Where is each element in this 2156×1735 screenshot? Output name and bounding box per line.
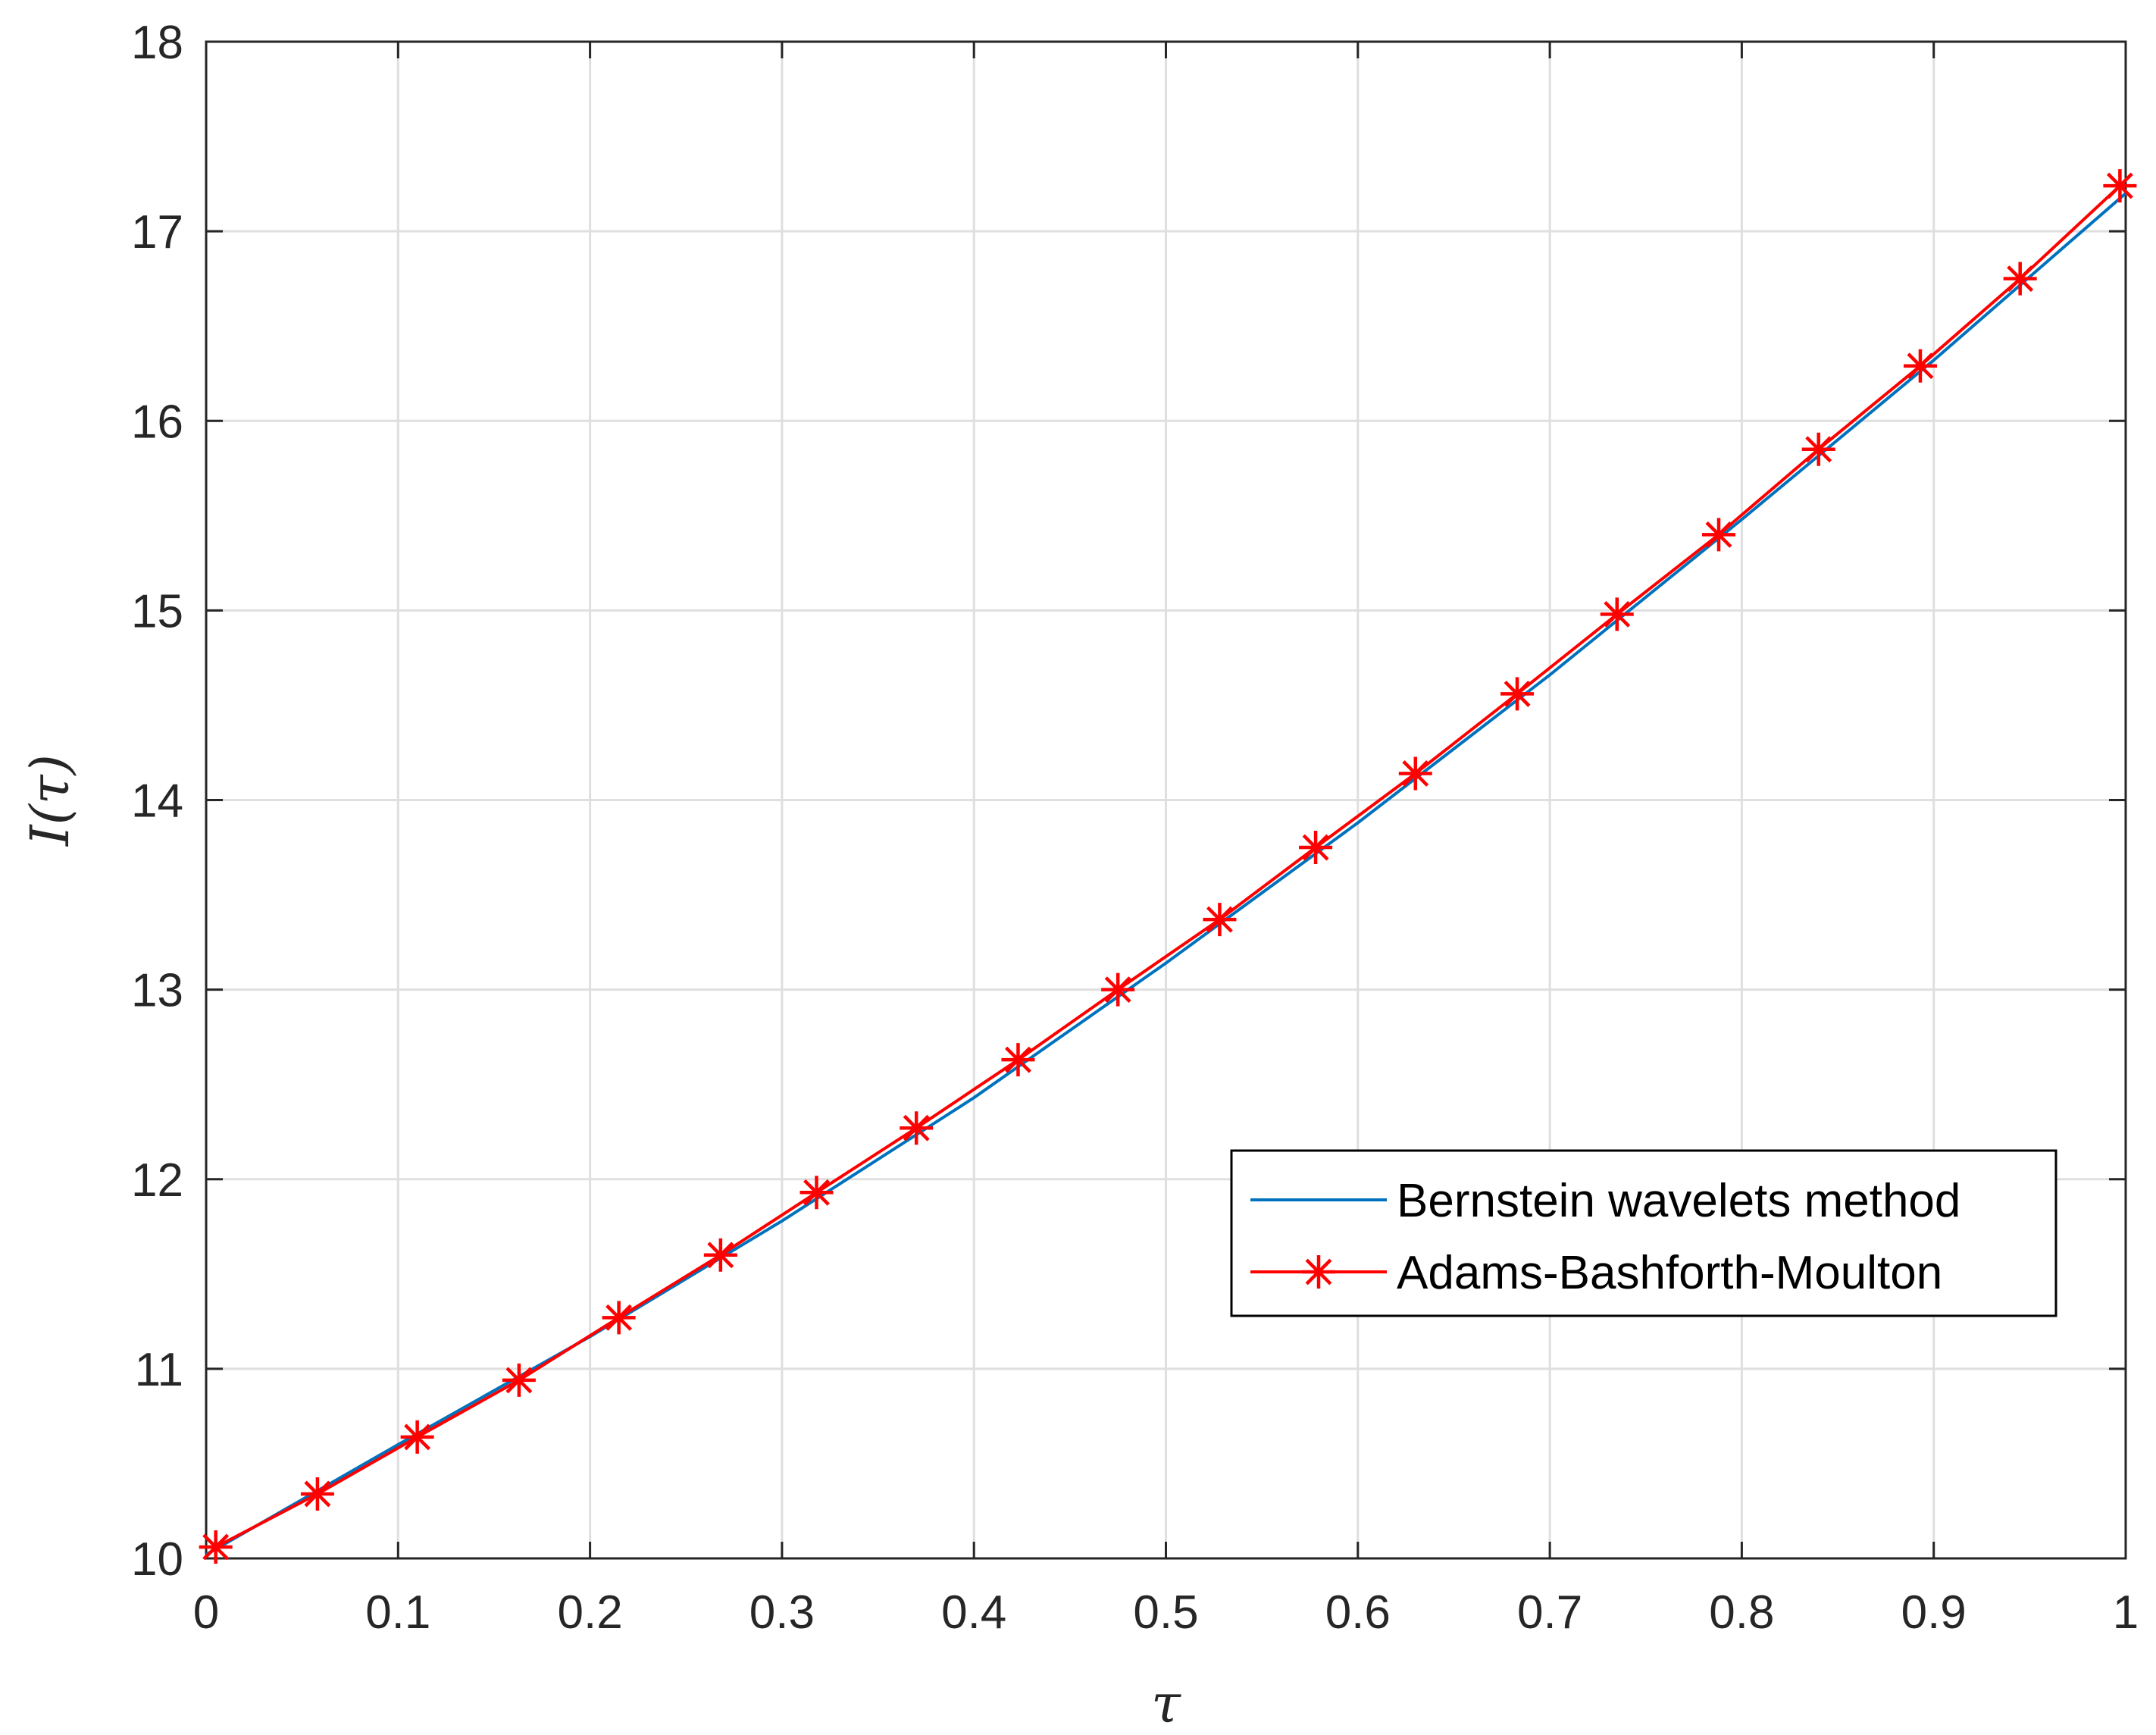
data-point-marker: [703, 1238, 737, 1272]
y-tick-label: 14: [131, 775, 183, 828]
data-point-marker: [1398, 756, 1432, 791]
data-point-marker: [602, 1301, 636, 1335]
data-point-marker: [502, 1363, 536, 1397]
data-point-marker: [2003, 262, 2037, 296]
data-point-marker: [800, 1176, 834, 1210]
y-tick-label: 12: [131, 1154, 183, 1207]
y-axis-label: I(τ): [19, 754, 81, 847]
series-layer: [199, 169, 2137, 1564]
data-point-marker: [1500, 677, 1535, 711]
x-tick-label: 1: [2113, 1586, 2139, 1639]
data-point-marker: [1903, 349, 1937, 383]
data-point-marker: [1801, 432, 1835, 466]
data-point-marker: [400, 1420, 434, 1454]
legend-asterisk: [1302, 1255, 1335, 1289]
x-tick-label: 0.2: [557, 1586, 622, 1639]
series-line-1: [214, 184, 2121, 1549]
x-tick-label: 0.9: [1901, 1586, 1967, 1639]
data-point-marker: [1600, 597, 1634, 631]
data-point-marker: [1299, 831, 1333, 865]
x-tick-label: 0.4: [941, 1586, 1006, 1639]
data-point-marker: [1101, 972, 1135, 1007]
y-tick-label: 11: [135, 1344, 183, 1396]
x-tick-label: 0.3: [749, 1586, 815, 1639]
x-tick-label: 0.5: [1133, 1586, 1198, 1639]
y-tick-label: 18: [131, 17, 183, 69]
data-point-marker: [199, 1530, 233, 1564]
legend-box: [1230, 1149, 2057, 1317]
x-tick-label: 0.7: [1517, 1586, 1582, 1639]
y-tick-label: 10: [131, 1533, 183, 1586]
x-tick-label: 0.6: [1325, 1586, 1391, 1639]
y-tick-label: 17: [131, 206, 183, 258]
legend: Bernstein wavelets method Adams-Bashfort…: [1230, 1149, 2057, 1317]
tick-labels: 0 0.1 0.2 0.3 0.4 0.5 0.6 0.7 0.8 0.9 1 10 11 12 13 14 1…: [131, 17, 2139, 1639]
data-point-marker: [1001, 1043, 1035, 1077]
x-tick-label: 0: [193, 1586, 219, 1639]
legend-label-bernstein: Bernstein wavelets method: [1397, 1175, 1960, 1227]
data-point-marker: [2103, 169, 2137, 203]
y-tick-label: 15: [131, 585, 183, 637]
x-tick-label: 0.8: [1709, 1586, 1774, 1639]
y-tick-label: 13: [131, 965, 183, 1017]
x-tick-label: 0.1: [365, 1586, 430, 1639]
legend-marker-abm: [1302, 1255, 1335, 1289]
data-point-marker: [1702, 518, 1736, 552]
data-point-marker: [900, 1111, 934, 1145]
data-point-marker: [1203, 903, 1237, 937]
x-axis-label: τ: [1151, 1673, 1181, 1735]
y-tick-label: 16: [131, 396, 183, 448]
legend-label-abm: Adams-Bashforth-Moulton: [1397, 1247, 1942, 1299]
data-point-marker: [300, 1477, 334, 1511]
axis-ticks: [205, 40, 2127, 1560]
